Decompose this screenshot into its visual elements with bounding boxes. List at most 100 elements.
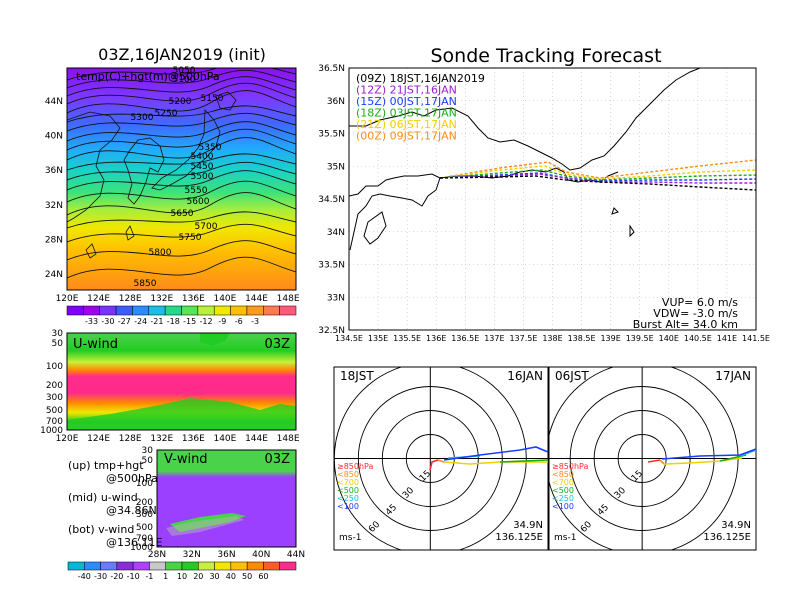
- lon-tick-label: 124E: [87, 294, 110, 304]
- left-map-frame: [66, 67, 297, 291]
- colorbar-cell: [115, 305, 133, 316]
- colorbar-cell: [132, 561, 150, 571]
- colorbar-cell: [263, 305, 280, 316]
- height-contour: [67, 180, 296, 203]
- contour-label: 5750: [179, 233, 202, 243]
- colorbar-cell: [165, 561, 183, 571]
- wind-colorbar: [67, 561, 297, 571]
- colorbar-label: 30: [209, 572, 219, 581]
- colorbar-label: -6: [235, 317, 243, 326]
- left-map-legend: temp(C)+hgt(m)@500hPa: [76, 70, 220, 83]
- pressure-tick-label: 700: [136, 534, 153, 544]
- hodograph-trace: [499, 459, 548, 463]
- legend-entry: (15Z) 00JST,17JAN: [356, 95, 457, 108]
- track-lat-ticks: 36.5N 36N 35.5N 35N 34.5N 34N 33.5N 33N 32.5N: [318, 64, 345, 336]
- vwind-time: 03Z: [265, 452, 291, 467]
- lon-tick-label: 141.5E: [742, 334, 770, 343]
- left-map-title: 03Z,16JAN2019 (init): [98, 45, 266, 64]
- pressure-tick-label: 200: [136, 498, 153, 508]
- left-map-lon-ticks: 120E 124E 128E 132E 136E 140E 144E 148E: [56, 294, 300, 304]
- lon-tick-label: 140E: [213, 294, 236, 304]
- pressure-tick-label: 50: [52, 339, 64, 349]
- contour-label: 5500: [191, 172, 214, 182]
- hodograph-date: 16JAN: [507, 369, 543, 383]
- sonde-tracks: [439, 159, 756, 191]
- colorbar-cell: [83, 305, 100, 316]
- contour-label: 5250: [155, 109, 178, 119]
- param-burst: Burst Alt= 34.0 km: [633, 318, 738, 331]
- lon-tick-label: 140E: [659, 334, 679, 343]
- param-vup: VUP= 6.0 m/s: [662, 296, 738, 309]
- lon-tick-label: 120E: [56, 294, 79, 304]
- colorbar-label: 1: [163, 572, 168, 581]
- legend-up: (up) tmp+hgt: [68, 459, 144, 472]
- colorbar-cell: [214, 561, 232, 571]
- lon-tick-label: 136.5E: [451, 334, 479, 343]
- lat-tick-label: 32N: [183, 550, 201, 560]
- lat-tick-label: 34N: [327, 228, 345, 238]
- lon-tick-label: 144E: [245, 434, 268, 444]
- pressure-tick-label: 300: [136, 510, 153, 520]
- hodograph-trace: [659, 459, 665, 465]
- uwind-lon-ticks: 120E 124E 128E 132E 136E 140E 144E 148E: [56, 434, 300, 444]
- pressure-level-label: <850: [337, 470, 359, 479]
- pressure-level-label: <500: [552, 486, 574, 495]
- lon-tick-label: 124E: [87, 434, 110, 444]
- hodograph-trace: [443, 446, 548, 461]
- uwind-detail-lower: [67, 398, 296, 430]
- height-contour: [67, 240, 296, 261]
- colorbar-label: -30: [101, 317, 114, 326]
- pressure-tick-label: 500: [46, 406, 63, 416]
- colorbar-cell: [230, 561, 248, 571]
- lat-tick-label: 44N: [45, 97, 63, 107]
- hodograph-trace: [429, 459, 439, 471]
- colorbar-cell: [279, 305, 297, 316]
- lon-tick-label: 136E: [426, 334, 446, 343]
- colorbar-cell: [99, 305, 117, 316]
- lon-tick-label: 144E: [245, 294, 268, 304]
- pressure-tick-label: 1000: [130, 543, 153, 553]
- colorbar-cell: [213, 305, 231, 316]
- colorbar-cell: [84, 561, 101, 571]
- colorbar-label: 10: [177, 572, 187, 581]
- vwind-gray-band: [166, 516, 244, 536]
- contour-label: 5450: [191, 162, 214, 172]
- colorbar-cell: [230, 305, 248, 316]
- lat-tick-label: 33.5N: [318, 261, 345, 271]
- legend-up-2: @500hPa: [106, 472, 158, 485]
- legend-mid: (mid) u-wind: [68, 491, 138, 504]
- colorbar-cell: [100, 561, 118, 571]
- hodograph-trace: [443, 461, 548, 465]
- lon-tick-label: 148E: [277, 294, 300, 304]
- colorbar-label: -18: [167, 317, 180, 326]
- hodograph-unit: ms-1: [339, 533, 361, 543]
- colorbar-cell: [246, 561, 264, 571]
- lat-tick-label: 32N: [45, 201, 63, 211]
- contour-label: 5600: [187, 197, 210, 207]
- lon-tick-label: 135E: [368, 334, 388, 343]
- pressure-tick-label: 30: [142, 446, 154, 456]
- legend-bot: (bot) v-wind: [68, 523, 134, 536]
- uwind-detail: [200, 333, 230, 346]
- pressure-level-label: <250: [337, 494, 359, 503]
- contour-label: 5050: [173, 66, 196, 76]
- contour-label: 5350: [199, 143, 222, 153]
- lat-tick-label: 34.5N: [318, 195, 345, 205]
- legend-entry: (18Z) 03JST,17JAN: [356, 107, 457, 120]
- temperature-colorbar: [66, 305, 297, 316]
- colorbar-cell: [198, 561, 215, 571]
- lat-tick-label: 28N: [148, 550, 166, 560]
- height-contour: [67, 121, 296, 142]
- lon-tick-label: 128E: [119, 294, 142, 304]
- contour-label: 5200: [169, 97, 192, 107]
- colorbar-cell: [149, 561, 166, 571]
- height-contour: [67, 223, 296, 243]
- lon-tick-label: 136E: [182, 294, 205, 304]
- colorbar-cell: [197, 305, 215, 316]
- contour-label: 5300: [131, 113, 154, 123]
